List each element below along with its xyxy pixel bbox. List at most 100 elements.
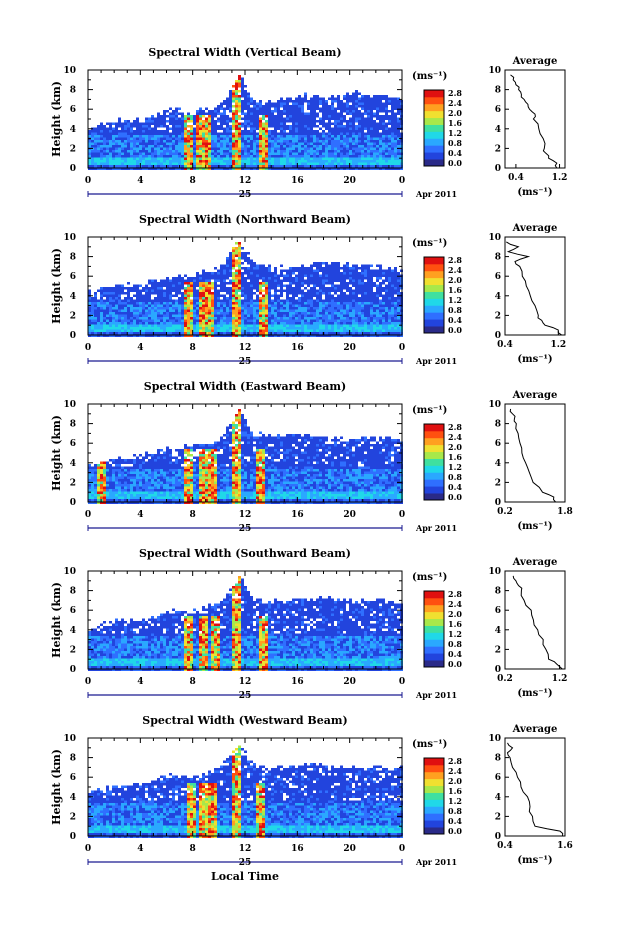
heatmap-cell xyxy=(208,165,211,168)
heatmap-cell xyxy=(262,312,265,315)
heatmap-cell xyxy=(172,142,175,145)
heatmap-cell xyxy=(334,269,337,272)
heatmap-cell xyxy=(262,142,265,145)
heatmap-cell xyxy=(241,302,244,305)
heatmap-cell xyxy=(262,282,265,285)
heatmap-cell xyxy=(211,287,214,290)
heatmap-cell xyxy=(298,135,301,138)
heatmap-cell xyxy=(130,162,133,165)
heatmap-cell xyxy=(139,317,142,320)
heatmap-cell xyxy=(253,100,256,103)
heatmap-cell xyxy=(232,259,235,262)
heatmap-cell xyxy=(136,302,139,305)
heatmap-cell xyxy=(277,299,280,302)
heatmap-cell xyxy=(388,140,391,143)
heatmap-cell xyxy=(310,157,313,160)
heatmap-cell xyxy=(202,314,205,317)
heatmap-cell xyxy=(310,279,313,282)
heatmap-cell xyxy=(337,274,340,277)
heatmap-cell xyxy=(295,329,298,332)
heatmap-cell xyxy=(223,264,226,267)
heatmap-cell xyxy=(265,292,268,295)
heatmap-cell xyxy=(223,167,226,170)
heatmap-cell xyxy=(190,152,193,155)
heatmap-cell xyxy=(331,115,334,118)
heatmap-cell xyxy=(100,160,103,163)
heatmap-cell xyxy=(232,249,235,252)
heatmap-cell xyxy=(196,137,199,140)
heatmap-cell xyxy=(337,284,340,287)
heatmap-cell xyxy=(250,160,253,163)
heatmap-cell xyxy=(133,329,136,332)
heatmap-cell xyxy=(325,294,328,297)
heatmap-cell xyxy=(154,167,157,170)
heatmap-cell xyxy=(211,155,214,158)
heatmap-cell xyxy=(277,324,280,327)
heatmap-cell xyxy=(181,312,184,315)
heatmap-cell xyxy=(190,150,193,153)
avg-title: Average xyxy=(512,56,558,67)
heatmap-cell xyxy=(208,135,211,138)
heatmap-cell xyxy=(220,155,223,158)
heatmap-cell xyxy=(226,147,229,150)
heatmap-cell xyxy=(205,334,208,337)
heatmap-cell xyxy=(301,155,304,158)
heatmap-cell xyxy=(277,167,280,170)
heatmap-cell xyxy=(262,294,265,297)
heatmap-cell xyxy=(370,130,373,133)
heatmap-cell xyxy=(97,314,100,317)
heatmap-cell xyxy=(148,150,151,153)
heatmap-cell xyxy=(268,165,271,168)
heatmap-cell xyxy=(274,292,277,295)
heatmap-cell xyxy=(91,142,94,145)
heatmap-cell xyxy=(121,317,124,320)
heatmap-cell xyxy=(310,105,313,108)
heatmap-cell xyxy=(340,165,343,168)
heatmap-cell xyxy=(304,299,307,302)
heatmap-cell xyxy=(298,112,301,115)
heatmap-cell xyxy=(166,110,169,113)
heatmap-cell xyxy=(226,307,229,310)
heatmap-cell xyxy=(334,329,337,332)
heatmap-cell xyxy=(313,120,316,123)
heatmap-cell xyxy=(175,324,178,327)
heatmap-cell xyxy=(265,289,268,292)
heatmap-cell xyxy=(259,314,262,317)
heatmap-cell xyxy=(388,130,391,133)
heatmap-cell xyxy=(175,292,178,295)
heatmap-cell xyxy=(196,282,199,285)
heatmap-cell xyxy=(265,125,268,128)
heatmap-cell xyxy=(223,150,226,153)
heatmap-cell xyxy=(301,150,304,153)
heatmap-cell xyxy=(187,157,190,160)
heatmap-cell xyxy=(229,140,232,143)
heatmap-cell xyxy=(157,115,160,118)
heatmap-cell xyxy=(253,160,256,163)
heatmap-cell xyxy=(223,329,226,332)
heatmap-cell xyxy=(250,259,253,262)
heatmap-cell xyxy=(226,257,229,260)
heatmap-cell xyxy=(253,307,256,310)
heatmap-cell xyxy=(211,150,214,153)
heatmap-cell xyxy=(394,97,397,100)
heatmap-cell xyxy=(211,312,214,315)
heatmap-cell xyxy=(91,137,94,140)
heatmap-cell xyxy=(181,165,184,168)
heatmap-cell xyxy=(115,324,118,327)
heatmap-cell xyxy=(373,140,376,143)
heatmap-cell xyxy=(133,317,136,320)
heatmap-cell xyxy=(109,307,112,310)
heatmap-cell xyxy=(352,105,355,108)
heatmap-cell xyxy=(328,120,331,123)
heatmap-cell xyxy=(106,322,109,325)
heatmap-cell xyxy=(253,137,256,140)
heatmap-cell xyxy=(289,329,292,332)
heatmap-cell xyxy=(352,324,355,327)
heatmap-cell xyxy=(154,307,157,310)
heatmap-cell xyxy=(352,147,355,150)
heatmap-cell xyxy=(262,267,265,270)
x-tick-label: 4 xyxy=(137,176,143,186)
heatmap-cell xyxy=(202,165,205,168)
heatmap-cell xyxy=(217,125,220,128)
heatmap-cell xyxy=(337,297,340,300)
